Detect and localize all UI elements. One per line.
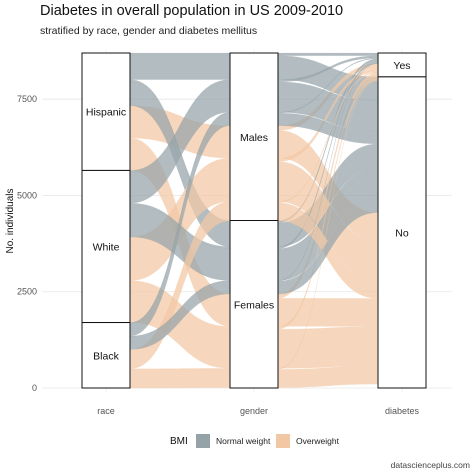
legend: BMI Normal weight Overweight: [170, 434, 340, 448]
y-axis-title: No. individuals: [5, 188, 16, 253]
stratum-label: No: [395, 227, 409, 239]
flow-ribbon: [277, 365, 379, 388]
flow-ribbon: [129, 55, 231, 80]
chart-title: Diabetes in overall population in US 200…: [40, 3, 343, 19]
x-tick-label: race: [97, 406, 115, 416]
stratum-label: Males: [240, 132, 268, 144]
y-tick-label: 2500: [17, 287, 37, 297]
strata-layer: Hispanic White Black Males Females Yes No: [81, 52, 427, 389]
stratum-box: [229, 220, 279, 389]
caption: datascienceplus.com: [391, 460, 470, 470]
flow-ribbon: [277, 52, 379, 56]
stratum-box: [81, 322, 131, 389]
legend-title: BMI: [170, 436, 188, 447]
stratum-box: [229, 52, 279, 221]
flow-ribbon: [129, 369, 231, 389]
flow-ribbon: [277, 326, 379, 369]
stratum-box: [81, 169, 131, 324]
y-axis-ticks: 0 2500 5000 7500: [17, 94, 37, 393]
stratum-label: Females: [234, 299, 274, 311]
stratum-label: Hispanic: [86, 107, 126, 119]
legend-swatch-overweight: [276, 434, 290, 448]
y-tick-label: 5000: [17, 190, 37, 200]
x-tick-label: gender: [240, 406, 268, 416]
flow-ribbon: [277, 298, 379, 327]
chart-subtitle: stratified by race, gender and diabetes …: [40, 25, 257, 37]
flow-ribbon: [129, 52, 231, 56]
x-tick-label: diabetes: [385, 406, 420, 416]
stratum-box: [81, 52, 131, 171]
stratum-label: Black: [93, 350, 119, 362]
stratum-box: [377, 76, 427, 389]
x-axis-ticks: race gender diabetes: [97, 406, 419, 416]
stratum-label: White: [93, 241, 120, 253]
y-tick-label: 0: [32, 383, 37, 393]
legend-label-normal-weight: Normal weight: [216, 436, 271, 446]
stratum-label: Yes: [393, 60, 410, 72]
y-tick-label: 7500: [17, 94, 37, 104]
legend-swatch-normal-weight: [196, 434, 210, 448]
legend-label-overweight: Overweight: [296, 436, 340, 446]
flows-layer: [129, 52, 379, 389]
